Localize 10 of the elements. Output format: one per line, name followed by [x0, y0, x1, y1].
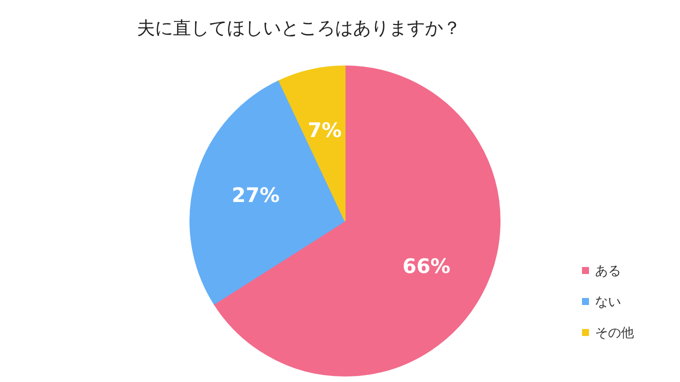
data-label: 7% [308, 118, 342, 142]
legend-label: その他 [595, 324, 634, 342]
legend-label: ある [595, 262, 621, 280]
legend-label: ない [595, 294, 621, 310]
data-label: 27% [232, 183, 280, 208]
pie-slice [190, 80, 346, 305]
pie-slice [278, 66, 346, 222]
pie-slice [214, 66, 500, 376]
chart-title: 夫に直してほしいところはありますか？ [137, 17, 461, 40]
data-label: 66% [402, 254, 450, 278]
